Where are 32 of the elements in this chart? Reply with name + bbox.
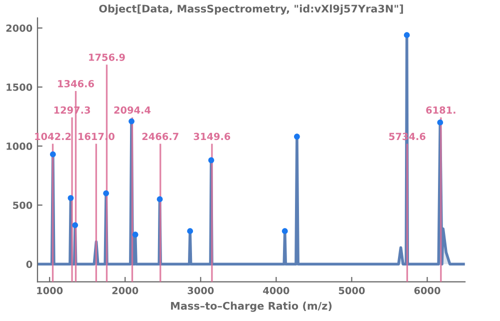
ref-line-label: 2466.7 (142, 132, 178, 140)
point (187, 228, 194, 234)
point (50, 151, 56, 158)
x-tick-label: 3000 (188, 286, 214, 294)
point (294, 134, 300, 140)
point (437, 120, 444, 126)
x-tick-label: 5000 (338, 286, 365, 294)
y-tick-label: 500 (13, 202, 32, 209)
x-tick-label: 6000 (414, 286, 440, 294)
point (404, 32, 410, 38)
point (103, 190, 110, 196)
point (72, 222, 78, 228)
ref-line-label: 3149.6 (194, 132, 230, 140)
ref-line-label: 1756.9 (89, 54, 125, 61)
x-tick-label: 2000 (112, 286, 138, 294)
x-axis-title: Mass–to–Charge Ratio (m/z) (171, 302, 332, 312)
x-tick-label: 1000 (37, 286, 63, 294)
point (156, 196, 163, 202)
ref-line-label: 2094.4 (114, 106, 151, 114)
point (282, 228, 288, 234)
point (68, 195, 74, 201)
y-tick-label: 2000 (6, 24, 32, 32)
x-tick-label: 4000 (263, 286, 290, 294)
y-tick-label: 0 (26, 260, 32, 268)
chart-title: Object[Data, MassSpectrometry, "id:vXl9j57Yra3N"] (99, 4, 403, 15)
ref-line-label: 1346.6 (58, 80, 94, 88)
y-tick-label: 1000 (6, 142, 32, 150)
point (132, 232, 138, 238)
y-tick-label: 1500 (6, 84, 32, 91)
ref-line-label: 6181. (426, 106, 456, 114)
point (208, 157, 214, 164)
point (128, 118, 134, 124)
